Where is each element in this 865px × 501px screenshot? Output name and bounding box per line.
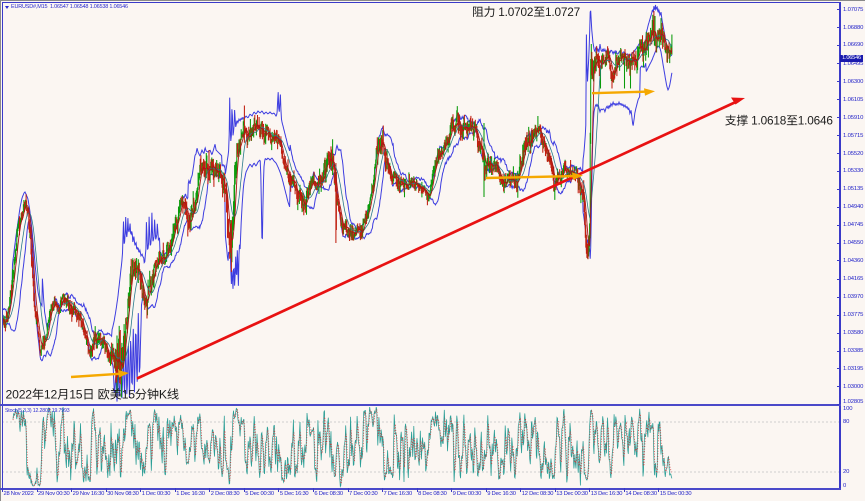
svg-text:1.0727: 1.0727	[545, 5, 580, 19]
svg-text:1.0646: 1.0646	[798, 114, 834, 128]
svg-text:12: 12	[44, 388, 58, 402]
svg-text:1.0618: 1.0618	[751, 114, 787, 128]
svg-text:2022: 2022	[6, 388, 33, 402]
svg-text:1.0702: 1.0702	[498, 5, 533, 19]
svg-text:15: 15	[69, 388, 83, 402]
svg-text:15: 15	[122, 388, 136, 402]
svg-text:K: K	[159, 388, 167, 402]
